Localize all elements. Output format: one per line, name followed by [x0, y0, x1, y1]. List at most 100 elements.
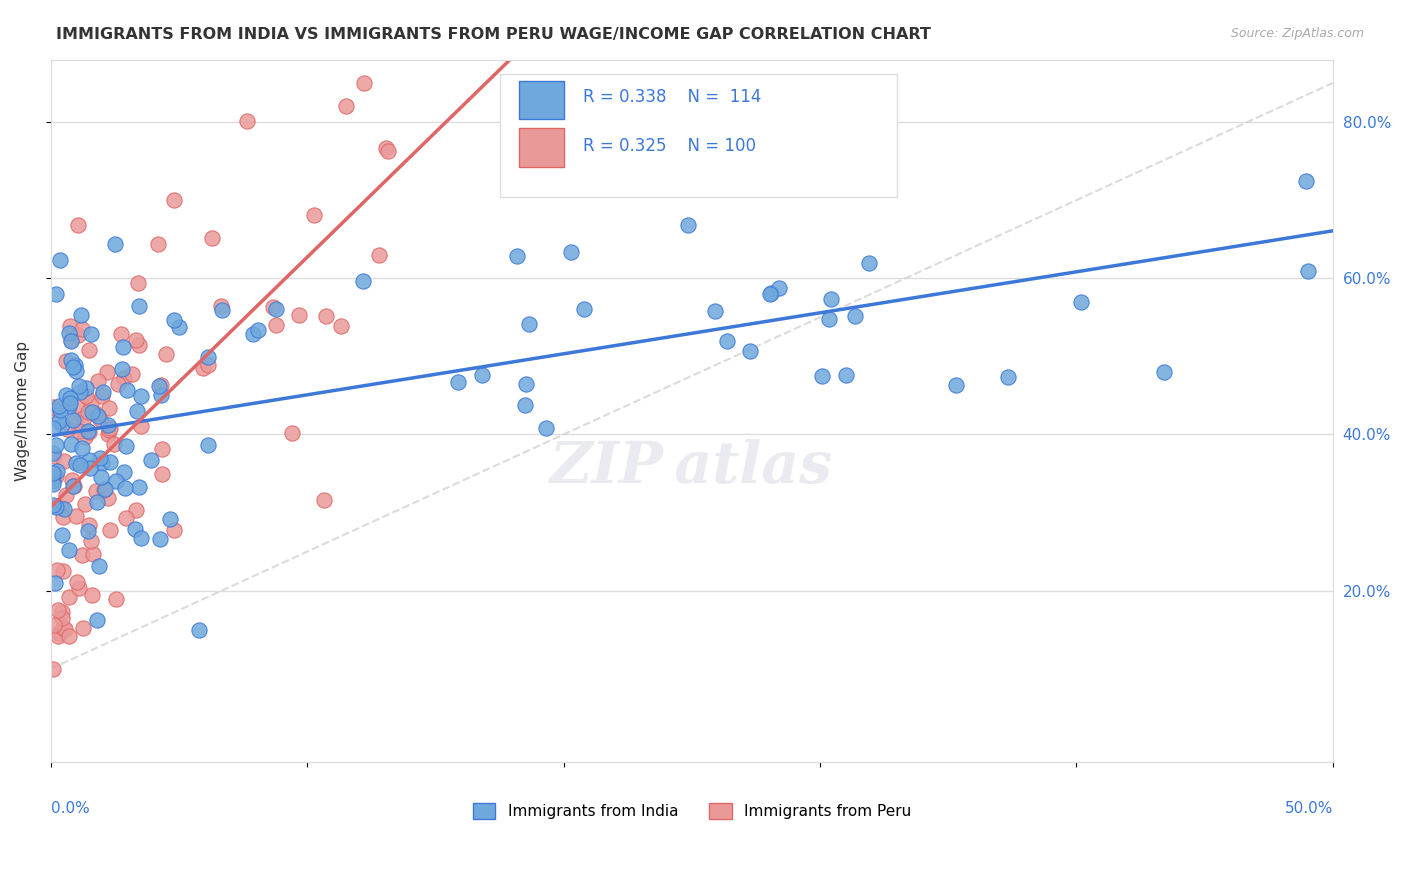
Point: [42, 662, 65, 676]
Point: [110, 327, 132, 342]
Point: [69, 384, 91, 399]
Point: [111, 362, 134, 376]
Point: [59, 319, 82, 334]
Point: [75, 430, 97, 444]
Point: [377, 145, 399, 159]
Point: [159, 512, 181, 526]
Point: [83, 406, 105, 420]
Point: [62, 478, 84, 492]
Point: [59, 436, 82, 450]
Point: [77, 343, 100, 357]
Legend: Immigrants from India, Immigrants from Peru: Immigrants from India, Immigrants from P…: [467, 797, 917, 825]
Point: [89, 450, 111, 465]
Point: [374, 140, 396, 154]
Point: [60, 473, 83, 487]
Point: [58, 542, 80, 557]
Point: [163, 194, 186, 208]
Point: [69, 458, 91, 472]
Point: [124, 522, 146, 536]
Point: [66, 575, 89, 590]
Point: [150, 442, 173, 456]
Point: [49, 402, 72, 417]
Point: [65, 364, 87, 378]
Point: [197, 350, 219, 364]
Point: [42, 449, 65, 463]
Point: [264, 301, 287, 316]
Text: 50.0%: 50.0%: [1285, 801, 1333, 816]
Point: [48, 414, 70, 428]
Point: [63, 479, 86, 493]
Point: [506, 249, 529, 263]
Point: [103, 437, 125, 451]
Point: [312, 493, 335, 508]
Point: [77, 518, 100, 533]
Point: [704, 304, 727, 318]
Point: [66, 328, 89, 343]
Point: [128, 299, 150, 313]
Point: [62, 412, 84, 426]
Point: [90, 470, 112, 484]
Point: [997, 369, 1019, 384]
Point: [155, 347, 177, 361]
Point: [52, 501, 75, 516]
Point: [716, 334, 738, 349]
Point: [127, 276, 149, 290]
Point: [51, 528, 73, 542]
Point: [150, 388, 173, 402]
Point: [471, 368, 494, 383]
Point: [572, 301, 595, 316]
Point: [46, 563, 69, 577]
Point: [104, 237, 127, 252]
Point: [65, 456, 87, 470]
Text: R = 0.338    N =  114: R = 0.338 N = 114: [583, 87, 761, 106]
Point: [42, 466, 65, 480]
Point: [87, 374, 110, 388]
Point: [1070, 295, 1092, 310]
Point: [42, 421, 65, 435]
Point: [91, 385, 114, 400]
Point: [1153, 366, 1175, 380]
Point: [945, 377, 967, 392]
Point: [817, 312, 839, 326]
Point: [148, 532, 170, 546]
Point: [86, 613, 108, 627]
Point: [87, 409, 110, 423]
Point: [55, 353, 77, 368]
Point: [97, 423, 120, 437]
Point: [167, 320, 190, 334]
Point: [67, 581, 90, 595]
Point: [53, 454, 76, 468]
Point: [51, 611, 73, 625]
Point: [112, 371, 135, 385]
Point: [187, 623, 209, 637]
Point: [51, 500, 73, 515]
Point: [82, 547, 104, 561]
Point: [76, 524, 98, 538]
Point: [1298, 264, 1320, 278]
Point: [51, 605, 73, 619]
Point: [97, 491, 120, 505]
Point: [98, 523, 121, 537]
Point: [91, 456, 114, 470]
Text: ZIP atlas: ZIP atlas: [550, 439, 834, 495]
Point: [72, 621, 94, 635]
Point: [42, 476, 65, 491]
Point: [125, 503, 148, 517]
Point: [60, 352, 83, 367]
Point: [368, 248, 391, 262]
Point: [45, 500, 67, 514]
Text: IMMIGRANTS FROM INDIA VS IMMIGRANTS FROM PERU WAGE/INCOME GAP CORRELATION CHART: IMMIGRANTS FROM INDIA VS IMMIGRANTS FROM…: [56, 27, 931, 42]
Point: [49, 253, 72, 268]
Point: [42, 474, 65, 488]
Point: [48, 399, 70, 413]
Point: [63, 359, 86, 373]
Point: [211, 299, 233, 313]
Point: [97, 418, 120, 433]
Point: [162, 313, 184, 327]
Point: [89, 559, 111, 574]
Y-axis label: Wage/Income Gap: Wage/Income Gap: [15, 341, 30, 481]
Point: [150, 467, 173, 482]
Point: [211, 303, 233, 318]
Point: [131, 419, 153, 434]
Point: [58, 400, 80, 414]
